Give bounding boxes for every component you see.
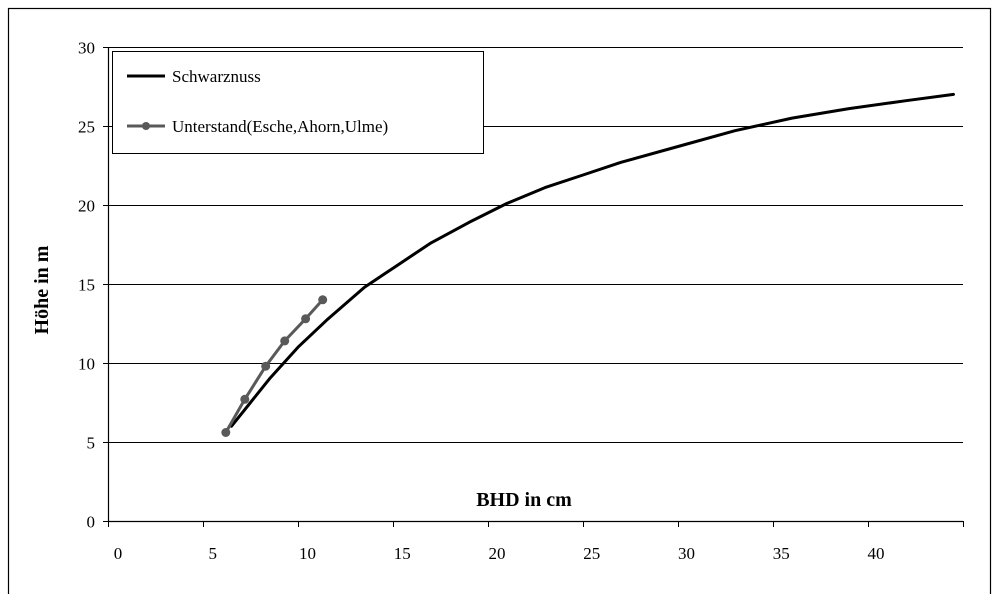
legend-box	[112, 51, 484, 154]
x-tick-label-0: 0	[114, 544, 123, 563]
legend-marker-unterstand	[142, 122, 150, 130]
legend: Schwarznuss Unterstand(Esche,Ahorn,Ulme)	[112, 51, 484, 154]
y-tick-label-5: 5	[87, 434, 96, 453]
x-axis-title: BHD in cm	[476, 489, 572, 511]
y-tick-label-10: 10	[78, 355, 95, 374]
x-tick-label-25: 25	[583, 544, 600, 563]
data-point-unterstand-2	[261, 361, 271, 371]
data-point-unterstand-3	[280, 336, 290, 346]
data-point-unterstand-1	[240, 394, 250, 404]
legend-label-unterstand: Unterstand(Esche,Ahorn,Ulme)	[172, 117, 388, 136]
series-line-schwarznuss	[230, 92, 955, 428]
x-tick-label-35: 35	[773, 544, 790, 563]
y-tick-label-15: 15	[78, 276, 95, 295]
data-point-unterstand-5	[318, 295, 328, 305]
y-tick-label-0: 0	[87, 513, 96, 532]
axes: 0 5 10 15 20 25 30 0 5 10 15 20 25 30 35 40	[78, 39, 964, 563]
x-tick-label-20: 20	[489, 544, 506, 563]
x-tick-label-15: 15	[394, 544, 411, 563]
y-tick-label-20: 20	[78, 197, 95, 216]
x-tick-label-40: 40	[868, 544, 885, 563]
legend-label-schwarznuss: Schwarznuss	[172, 67, 261, 86]
series-layer	[221, 92, 955, 437]
data-point-unterstand-0	[221, 428, 231, 437]
chart-frame	[7, 7, 992, 599]
x-tick-label-5: 5	[209, 544, 218, 563]
x-tick-label-30: 30	[678, 544, 695, 563]
data-point-unterstand-4	[301, 314, 311, 324]
y-tick-label-30: 30	[78, 39, 95, 58]
x-tick-label-10: 10	[299, 544, 316, 563]
y-tick-label-25: 25	[78, 118, 95, 137]
y-axis-title: Höhe in m	[31, 245, 53, 334]
